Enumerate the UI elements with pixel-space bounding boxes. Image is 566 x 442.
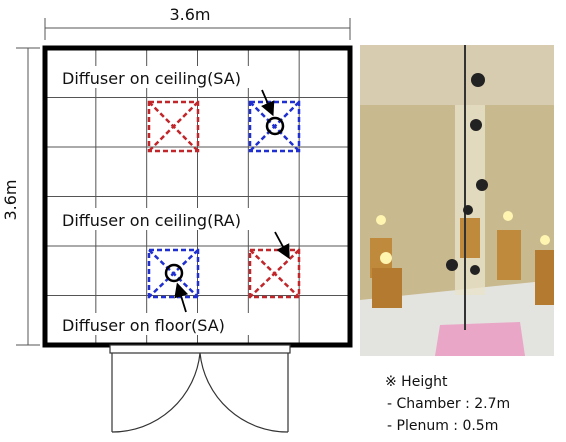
ceiling-ra-label: Diffuser on ceiling(RA) [62,211,241,230]
door [110,345,290,432]
width-label: 3.6m [169,5,210,24]
floor-sa-label: Diffuser on floor(SA) [62,316,225,335]
note-line: - Chamber : 2.7m [387,396,510,412]
chamber-photo [360,45,554,356]
arrows [178,90,288,312]
ceiling-ra-diffuser [149,102,299,297]
floor-grid [45,48,350,345]
depth-label: 3.6m [1,179,20,220]
note-line: - Plenum : 0.5m [387,418,498,434]
diffusers [149,102,299,297]
ceiling-sa-label: Diffuser on ceiling(SA) [62,69,241,88]
sa-diffuser [149,102,299,297]
note-title: ※ Height [385,374,448,390]
diagram: 3.6m 3.6m Diffuser on ceiling(SA) Diffus… [0,0,566,438]
